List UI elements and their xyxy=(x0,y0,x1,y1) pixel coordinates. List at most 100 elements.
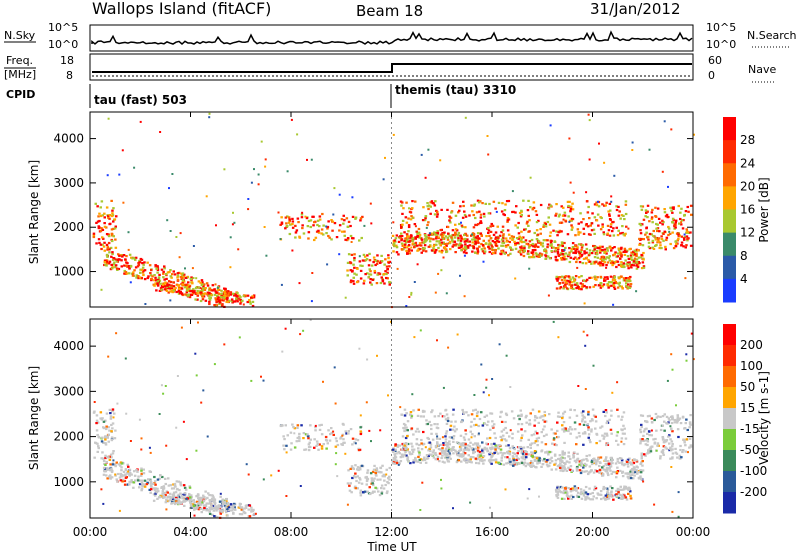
echo-cell xyxy=(158,496,162,499)
noise-cell xyxy=(363,224,366,227)
echo-cell xyxy=(414,430,418,433)
noise-cell xyxy=(470,234,472,237)
echo-cell xyxy=(561,244,564,248)
echo-cell xyxy=(347,432,350,435)
echo-cell xyxy=(562,421,566,424)
echo-cell xyxy=(650,211,654,214)
echo-cell xyxy=(682,449,685,452)
echo-cell xyxy=(202,295,206,298)
echo-cell xyxy=(652,234,655,238)
echo-cell xyxy=(156,282,159,285)
echo-cell xyxy=(441,249,444,252)
echo-cell xyxy=(212,500,215,503)
echo-cell xyxy=(309,445,312,448)
echo-cell xyxy=(430,411,433,414)
echo-cell xyxy=(656,444,659,447)
echo-cell xyxy=(446,455,449,458)
echo-cell xyxy=(577,222,580,225)
echo-cell xyxy=(240,506,244,509)
echo-cell xyxy=(215,304,219,307)
echo-cell xyxy=(632,461,636,465)
echo-cell xyxy=(586,459,589,462)
echo-cell xyxy=(639,229,642,232)
echo-cell xyxy=(220,295,223,299)
echo-cell xyxy=(318,218,322,221)
echo-cell xyxy=(632,260,636,263)
echo-cell xyxy=(580,275,583,278)
echo-cell xyxy=(511,237,515,240)
echo-cell xyxy=(400,239,403,242)
echo-cell xyxy=(364,476,367,479)
echo-cell xyxy=(419,458,423,461)
noise-cell xyxy=(582,330,585,333)
echo-cell xyxy=(374,471,377,475)
echo-cell xyxy=(104,435,107,438)
echo-cell xyxy=(177,290,180,293)
echo-cell xyxy=(314,426,317,429)
echo-cell xyxy=(366,469,370,472)
echo-cell xyxy=(521,248,525,251)
echo-cell xyxy=(606,490,609,494)
echo-cell xyxy=(636,466,639,469)
echo-cell xyxy=(590,428,593,431)
echo-cell xyxy=(106,468,109,471)
echo-cell xyxy=(590,462,594,466)
echo-cell xyxy=(430,432,433,435)
echo-cell xyxy=(611,470,615,473)
echo-cell xyxy=(420,238,424,241)
echo-cell xyxy=(585,463,588,466)
echo-cell xyxy=(635,459,638,462)
echo-cell xyxy=(506,220,509,223)
echo-cell xyxy=(501,241,504,244)
echo-cell xyxy=(557,457,560,461)
echo-cell xyxy=(653,418,656,422)
echo-cell xyxy=(436,213,439,216)
echo-cell xyxy=(494,207,497,210)
echo-cell xyxy=(537,241,540,244)
echo-cell xyxy=(445,449,448,452)
echo-cell xyxy=(678,234,681,237)
echo-cell xyxy=(383,479,386,482)
echo-cell xyxy=(553,454,557,457)
echo-cell xyxy=(533,441,536,445)
echo-cell xyxy=(103,225,107,228)
echo-cell xyxy=(189,496,192,499)
echo-cell xyxy=(595,461,598,464)
echo-cell xyxy=(114,225,117,228)
echo-cell xyxy=(584,498,587,501)
echo-cell xyxy=(514,247,518,250)
echo-cell xyxy=(555,278,559,281)
echo-cell xyxy=(557,464,561,467)
echo-cell xyxy=(250,510,253,513)
echo-cell xyxy=(224,288,227,291)
echo-cell xyxy=(101,436,104,439)
echo-cell xyxy=(188,486,192,489)
colorbar-tick-label: 50 xyxy=(740,380,755,394)
echo-cell xyxy=(169,269,172,272)
echo-cell xyxy=(219,500,222,503)
echo-cell xyxy=(449,216,453,219)
echo-cell xyxy=(282,435,285,438)
echo-cell xyxy=(557,435,560,439)
noise-cell xyxy=(118,173,121,176)
echo-cell xyxy=(102,459,106,462)
echo-cell xyxy=(419,461,422,464)
echo-cell xyxy=(536,462,539,465)
echo-cell xyxy=(448,452,451,455)
echo-cell xyxy=(529,464,532,467)
echo-cell xyxy=(633,249,637,252)
echo-cell xyxy=(494,249,497,252)
echo-cell xyxy=(459,453,463,456)
noise-cell xyxy=(129,281,132,284)
echo-cell xyxy=(496,444,500,447)
echo-cell xyxy=(154,487,157,490)
echo-cell xyxy=(334,437,338,440)
echo-cell xyxy=(312,224,315,227)
echo-cell xyxy=(661,223,664,226)
echo-cell xyxy=(146,481,149,484)
echo-cell xyxy=(472,449,475,452)
echo-cell xyxy=(563,211,567,214)
echo-cell xyxy=(623,253,627,256)
echo-cell xyxy=(624,472,627,475)
echo-cell xyxy=(563,467,566,470)
